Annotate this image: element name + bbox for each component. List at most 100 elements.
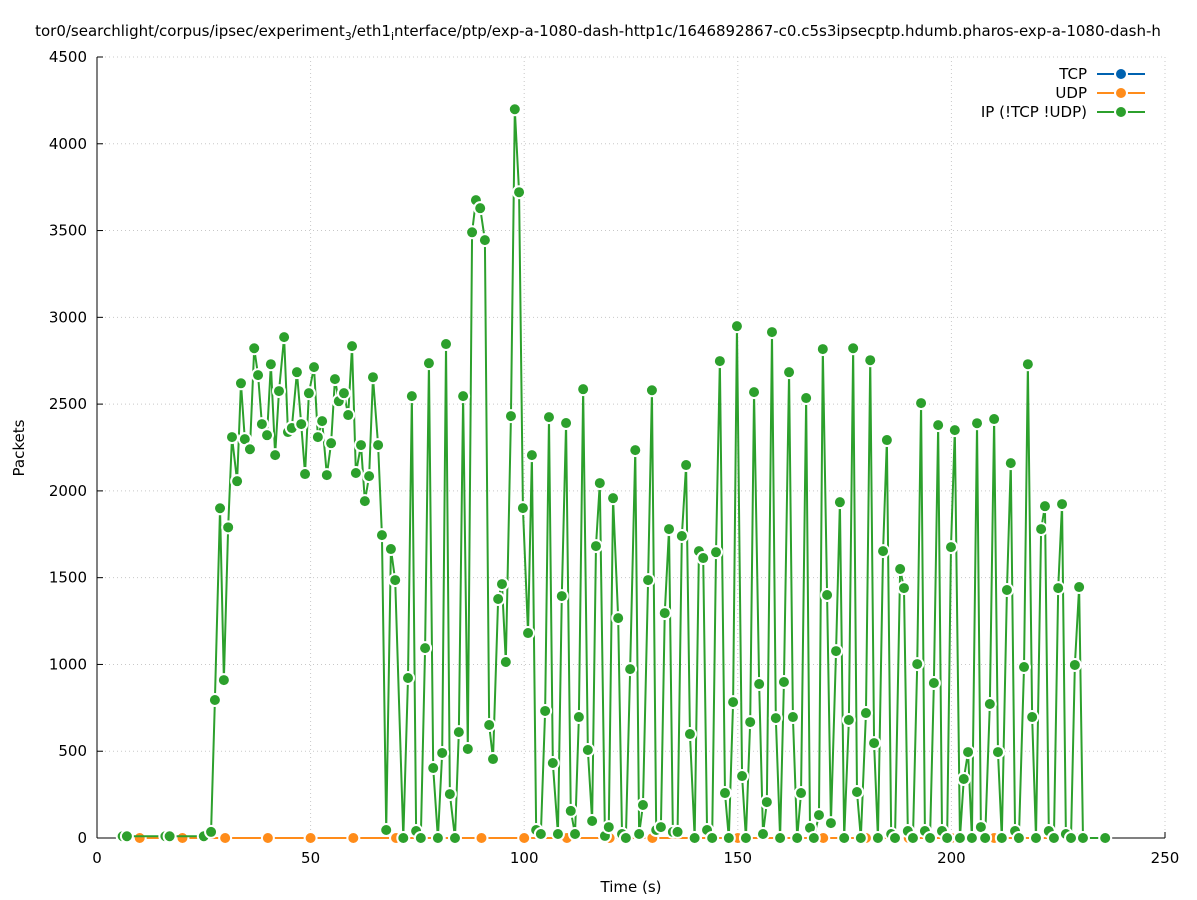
data-point: [503, 409, 518, 424]
data-point: [820, 588, 835, 603]
data-point: [1067, 657, 1082, 672]
data-point: [451, 725, 466, 740]
data-point: [679, 458, 694, 473]
y-tick-label: 2000: [49, 482, 87, 500]
data-point: [216, 673, 231, 688]
data-point: [682, 727, 697, 742]
data-point: [785, 710, 800, 725]
data-point: [756, 827, 771, 842]
data-point: [447, 831, 462, 845]
data-point: [439, 337, 454, 352]
data-point: [533, 827, 548, 842]
y-tick-label: 3500: [49, 222, 87, 240]
data-point: [776, 674, 791, 689]
data-point: [961, 745, 976, 760]
data-point: [491, 592, 506, 607]
data-point: [768, 711, 783, 726]
data-point: [923, 831, 938, 845]
data-point: [456, 389, 471, 404]
data-point: [362, 469, 377, 484]
data-point: [268, 448, 283, 463]
data-point: [357, 494, 372, 509]
title-subscript: 3: [345, 30, 352, 43]
data-point: [982, 697, 997, 712]
data-point: [687, 831, 702, 845]
data-point: [494, 577, 509, 592]
data-point: [987, 412, 1002, 427]
data-point: [430, 831, 445, 845]
data-point: [794, 786, 809, 801]
data-point: [888, 831, 903, 845]
data-point: [550, 827, 565, 842]
data-point: [162, 829, 177, 844]
title-part: /eth1: [352, 22, 391, 40]
data-point: [926, 676, 941, 691]
y-axis-label: Packets: [10, 419, 28, 476]
x-tick-label: 100: [510, 849, 539, 867]
data-point: [315, 414, 330, 429]
data-point: [119, 829, 134, 844]
data-point: [388, 573, 403, 588]
data-point: [747, 385, 762, 400]
data-point: [346, 831, 361, 845]
data-point: [204, 824, 219, 839]
chart-title: tor0/searchlight/corpus/ipsec/experiment…: [35, 22, 1161, 43]
data-point: [460, 741, 475, 756]
data-point: [657, 606, 672, 621]
data-point: [515, 501, 530, 516]
data-point: [1055, 497, 1070, 512]
data-point: [517, 831, 532, 845]
data-point: [662, 522, 677, 537]
data-point: [743, 715, 758, 730]
data-point: [1011, 831, 1026, 845]
data-point: [365, 370, 380, 385]
data-point: [635, 798, 650, 813]
data-point: [905, 831, 920, 845]
data-point: [705, 831, 720, 845]
data-point: [224, 430, 239, 445]
data-point: [870, 831, 885, 845]
data-point: [726, 695, 741, 710]
data-point: [289, 365, 304, 380]
y-tick-label: 2500: [49, 395, 87, 413]
data-point: [524, 448, 539, 463]
data-point: [442, 787, 457, 802]
data-point: [940, 831, 955, 845]
data-point: [541, 410, 556, 425]
data-point: [601, 820, 616, 835]
x-axis-label: Time (s): [600, 878, 662, 896]
data-point: [563, 803, 578, 818]
data-point: [863, 353, 878, 368]
data-point: [413, 831, 428, 845]
data-point: [970, 416, 985, 431]
data-point: [336, 386, 351, 401]
data-point: [829, 644, 844, 659]
data-point: [837, 831, 852, 845]
data-point: [910, 657, 925, 672]
data-point: [221, 520, 236, 535]
data-point: [764, 325, 779, 340]
data-point: [978, 831, 993, 845]
data-point: [207, 693, 222, 708]
data-point: [721, 831, 736, 845]
data-point: [465, 225, 480, 240]
data-point: [823, 816, 838, 831]
data-point: [374, 528, 389, 543]
data-point: [327, 372, 342, 387]
x-tick-label: 50: [301, 849, 320, 867]
data-point: [1072, 580, 1087, 595]
data-point: [1051, 581, 1066, 596]
data-point: [947, 423, 962, 438]
data-point: [303, 831, 318, 845]
data-point: [473, 201, 488, 216]
data-point: [571, 710, 586, 725]
data-point: [559, 416, 574, 431]
data-point: [233, 376, 248, 391]
y-tick-label: 1000: [49, 655, 87, 673]
data-point: [1003, 456, 1018, 471]
data-point: [729, 319, 744, 334]
data-point: [576, 382, 591, 397]
data-point: [132, 831, 147, 845]
data-point: [298, 467, 313, 482]
data-point: [545, 756, 560, 771]
